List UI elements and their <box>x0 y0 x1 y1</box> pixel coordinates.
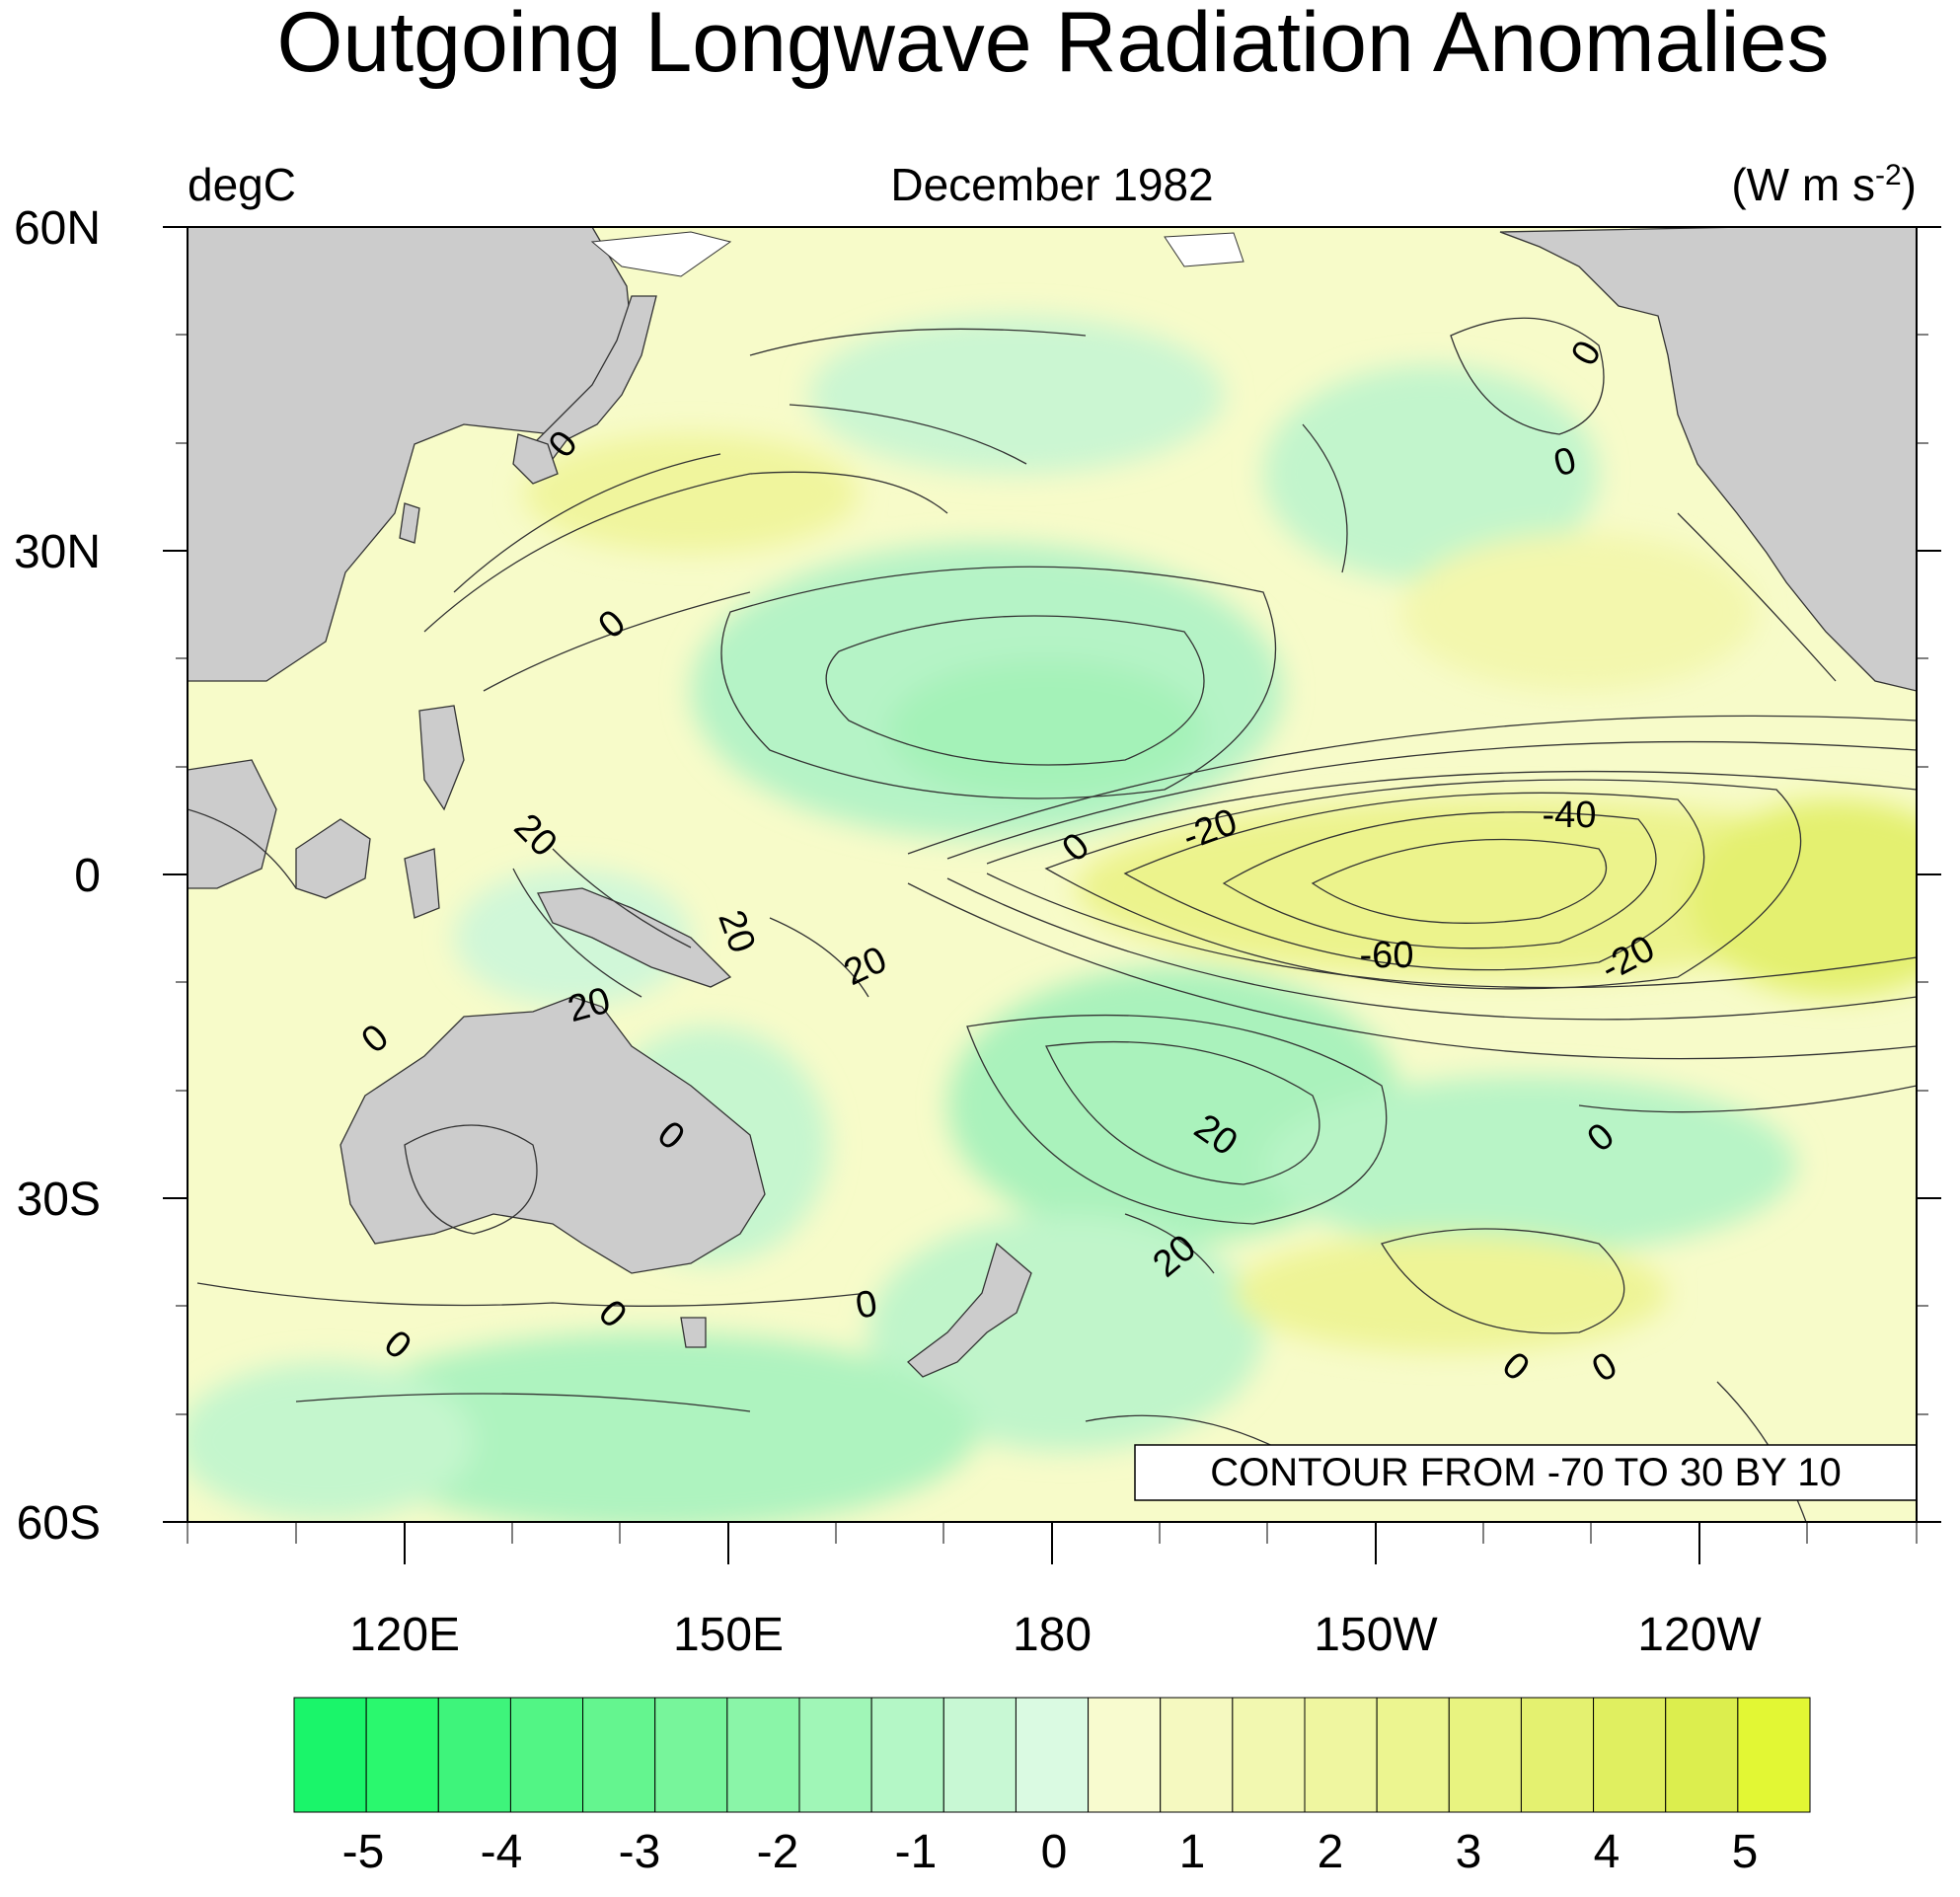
units-string: (W m s-2) <box>1731 159 1917 210</box>
contour-info-box <box>1134 1444 1917 1501</box>
sea-ice-okhotsk <box>590 231 732 277</box>
colorbar-box <box>437 1697 511 1813</box>
minor-ticks <box>176 334 1928 1544</box>
tasmania <box>680 1317 707 1348</box>
colorbar-box <box>798 1697 872 1813</box>
lat-label: 60N <box>14 202 101 255</box>
colorbar-box <box>1665 1697 1739 1813</box>
lon-label: 120W <box>1637 1609 1762 1661</box>
left-string: degC <box>188 159 296 210</box>
lat-label: 60S <box>17 1497 101 1550</box>
north-america <box>1499 227 1917 692</box>
colorbar-tick-label: -1 <box>895 1826 938 1878</box>
lat-label: 0 <box>74 850 101 902</box>
indochina <box>188 759 277 889</box>
colorbar-labels: -5 -4 -3 -2 -1 0 1 2 3 4 5 <box>342 1826 1759 1878</box>
contour-label: -60 <box>1360 935 1414 976</box>
lon-label: 180 <box>1013 1609 1092 1661</box>
land-masses <box>188 227 1917 1378</box>
colorbar-tick-label: -2 <box>757 1826 799 1878</box>
latitude-labels: 60N 30N 0 30S 60S <box>14 202 101 1550</box>
colorbar-box <box>1593 1697 1667 1813</box>
axis-ticks <box>163 226 1941 1564</box>
colorbar-tick-label: 1 <box>1179 1826 1206 1878</box>
japan <box>532 295 657 460</box>
colorbar-box <box>726 1697 800 1813</box>
colorbar-box <box>509 1697 584 1813</box>
asia-mainland <box>188 227 633 682</box>
colorbar <box>293 1697 1811 1813</box>
sulawesi <box>404 848 440 919</box>
colorbar-tick-label: 5 <box>1732 1826 1759 1878</box>
colorbar-tick-label: 3 <box>1456 1826 1482 1878</box>
anomaly-shading <box>188 316 1917 1522</box>
colorbar-tick-label: 2 <box>1318 1826 1344 1878</box>
colorbar-box <box>1015 1697 1090 1813</box>
colorbar-box <box>1160 1697 1234 1813</box>
colorbar-box <box>1232 1697 1306 1813</box>
colorbar-tick-label: -4 <box>481 1826 523 1878</box>
colorbar-tick-label: -3 <box>619 1826 661 1878</box>
colorbar-box <box>1520 1697 1595 1813</box>
map-area: 0 0 0 0 20 20 0 -20 -40 20 -60 -20 20 0 … <box>188 227 1917 1522</box>
lon-label: 120E <box>349 1609 460 1661</box>
colorbar-box <box>870 1697 944 1813</box>
contour-info-label: CONTOUR FROM -70 TO 30 BY 10 <box>1210 1451 1841 1494</box>
lon-label: 150W <box>1314 1609 1438 1661</box>
colorbar-tick-label: 0 <box>1041 1826 1068 1878</box>
colorbar-box <box>1088 1697 1162 1813</box>
philippines <box>418 705 465 811</box>
longitude-labels: 120E 150E 180 150W 120W <box>349 1609 1762 1661</box>
colorbar-box <box>293 1697 367 1813</box>
colorbar-box <box>654 1697 728 1813</box>
sea-ice-bering <box>1164 232 1244 267</box>
colorbar-box <box>1304 1697 1378 1813</box>
taiwan <box>399 502 420 544</box>
contour-lines <box>188 317 1917 1522</box>
colorbar-box <box>1376 1697 1450 1813</box>
lon-label: 150E <box>673 1609 784 1661</box>
colorbar-tick-label: -5 <box>342 1826 385 1878</box>
colorbar-box <box>365 1697 439 1813</box>
plot-title: Outgoing Longwave Radiation Anomalies <box>277 0 1830 90</box>
colorbar-tick-label: 4 <box>1594 1826 1621 1878</box>
colorbar-box <box>1737 1697 1811 1813</box>
colorbar-box <box>582 1697 656 1813</box>
new-guinea <box>537 887 732 988</box>
korea <box>512 433 559 485</box>
lat-label: 30S <box>17 1174 101 1226</box>
center-string: December 1982 <box>890 159 1213 210</box>
contour-label: -40 <box>1543 795 1597 836</box>
lat-label: 30N <box>14 526 101 578</box>
australia <box>339 996 766 1274</box>
colorbar-box <box>942 1697 1017 1813</box>
colorbar-box <box>1448 1697 1522 1813</box>
new-zealand <box>907 1242 1032 1378</box>
